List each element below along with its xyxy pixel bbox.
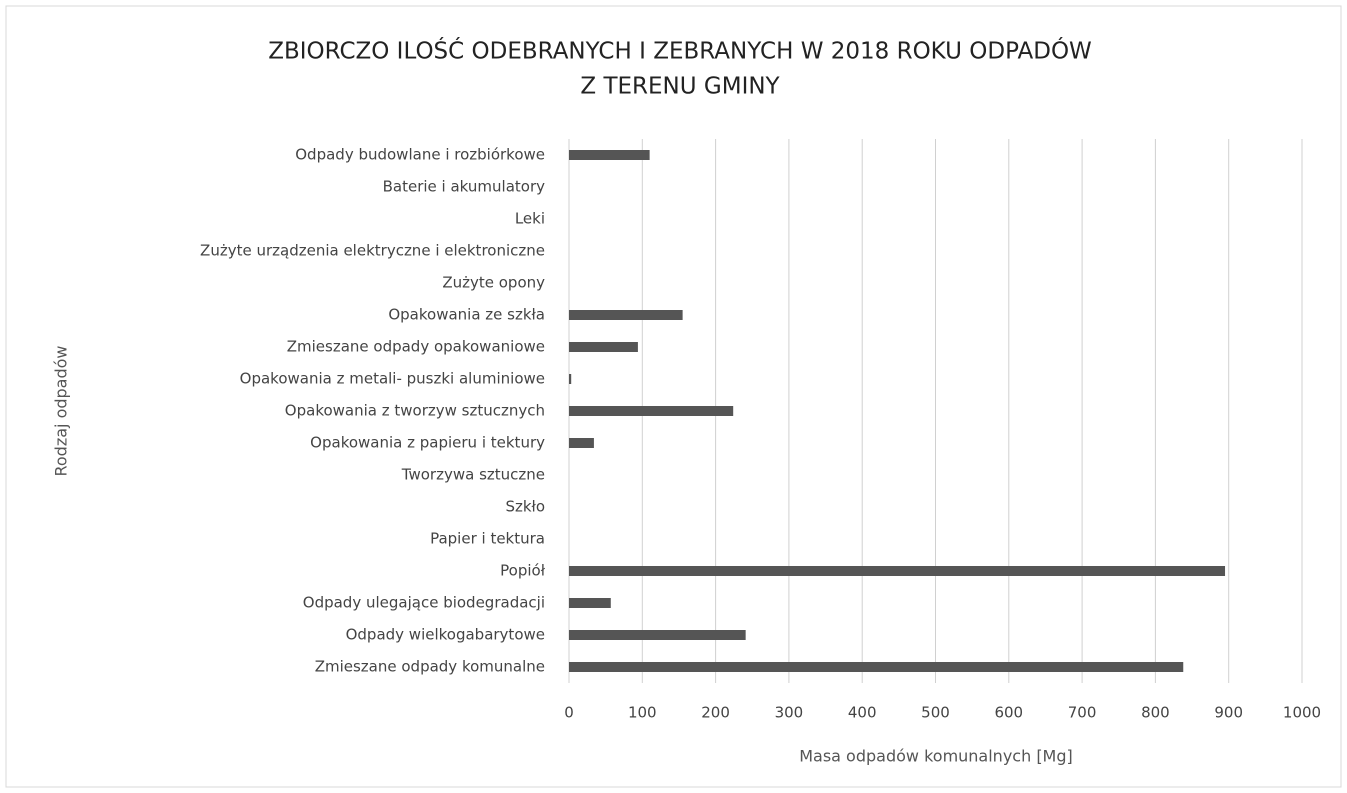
x-tick-label: 400: [848, 704, 877, 722]
x-tick-label: 100: [628, 704, 657, 722]
bar: [569, 438, 594, 448]
bar: [569, 150, 650, 160]
bar: [569, 566, 1226, 576]
chart-title: Z TERENU GMINY: [580, 74, 780, 100]
y-tick-label: Odpady wielkogabarytowe: [346, 626, 545, 644]
x-tick-label: 800: [1141, 704, 1170, 722]
y-tick-label: Papier i tektura: [430, 530, 545, 548]
y-tick-label: Opakowania ze szkła: [388, 306, 545, 324]
y-tick-label: Popiół: [500, 562, 546, 580]
y-axis-title: Rodzaj odpadów: [52, 345, 71, 476]
bar: [569, 310, 683, 320]
x-tick-label: 700: [1068, 704, 1097, 722]
y-tick-label: Szkło: [505, 498, 545, 516]
y-tick-label: Opakowania z papieru i tektury: [310, 434, 545, 452]
bar: [569, 406, 734, 416]
bar: [569, 342, 638, 352]
y-tick-label: Zmieszane odpady opakowaniowe: [287, 338, 545, 356]
bar: [569, 630, 746, 640]
y-tick-label: Opakowania z metali- puszki aluminiowe: [240, 370, 545, 388]
x-axis-title: Masa odpadów komunalnych [Mg]: [799, 747, 1073, 766]
x-tick-label: 0: [564, 704, 574, 722]
x-tick-label: 200: [701, 704, 730, 722]
y-tick-label: Zużyte opony: [442, 274, 545, 292]
chart-title: ZBIORCZO ILOŚĆ ODEBRANYCH I ZEBRANYCH W …: [268, 37, 1092, 65]
bar: [569, 374, 572, 384]
y-tick-label: Zmieszane odpady komunalne: [315, 658, 545, 676]
bar: [569, 662, 1184, 672]
y-tick-label: Baterie i akumulatory: [383, 178, 545, 196]
x-tick-label: 600: [994, 704, 1023, 722]
x-tick-label: 300: [775, 704, 804, 722]
y-tick-label: Zużyte urządzenia elektryczne i elektron…: [200, 242, 545, 260]
y-tick-label: Odpady budowlane i rozbiórkowe: [295, 146, 545, 164]
chart-border: [5, 5, 1342, 788]
x-tick-label: 900: [1214, 704, 1243, 722]
y-tick-label: Odpady ulegające biodegradacji: [303, 594, 545, 612]
x-tick-label: 500: [921, 704, 950, 722]
y-tick-label: Opakowania z tworzyw sztucznych: [285, 402, 545, 420]
bar: [569, 598, 611, 608]
x-tick-label: 1000: [1283, 704, 1321, 722]
y-tick-label: Tworzywa sztuczne: [401, 466, 545, 484]
y-tick-label: Leki: [515, 210, 545, 228]
